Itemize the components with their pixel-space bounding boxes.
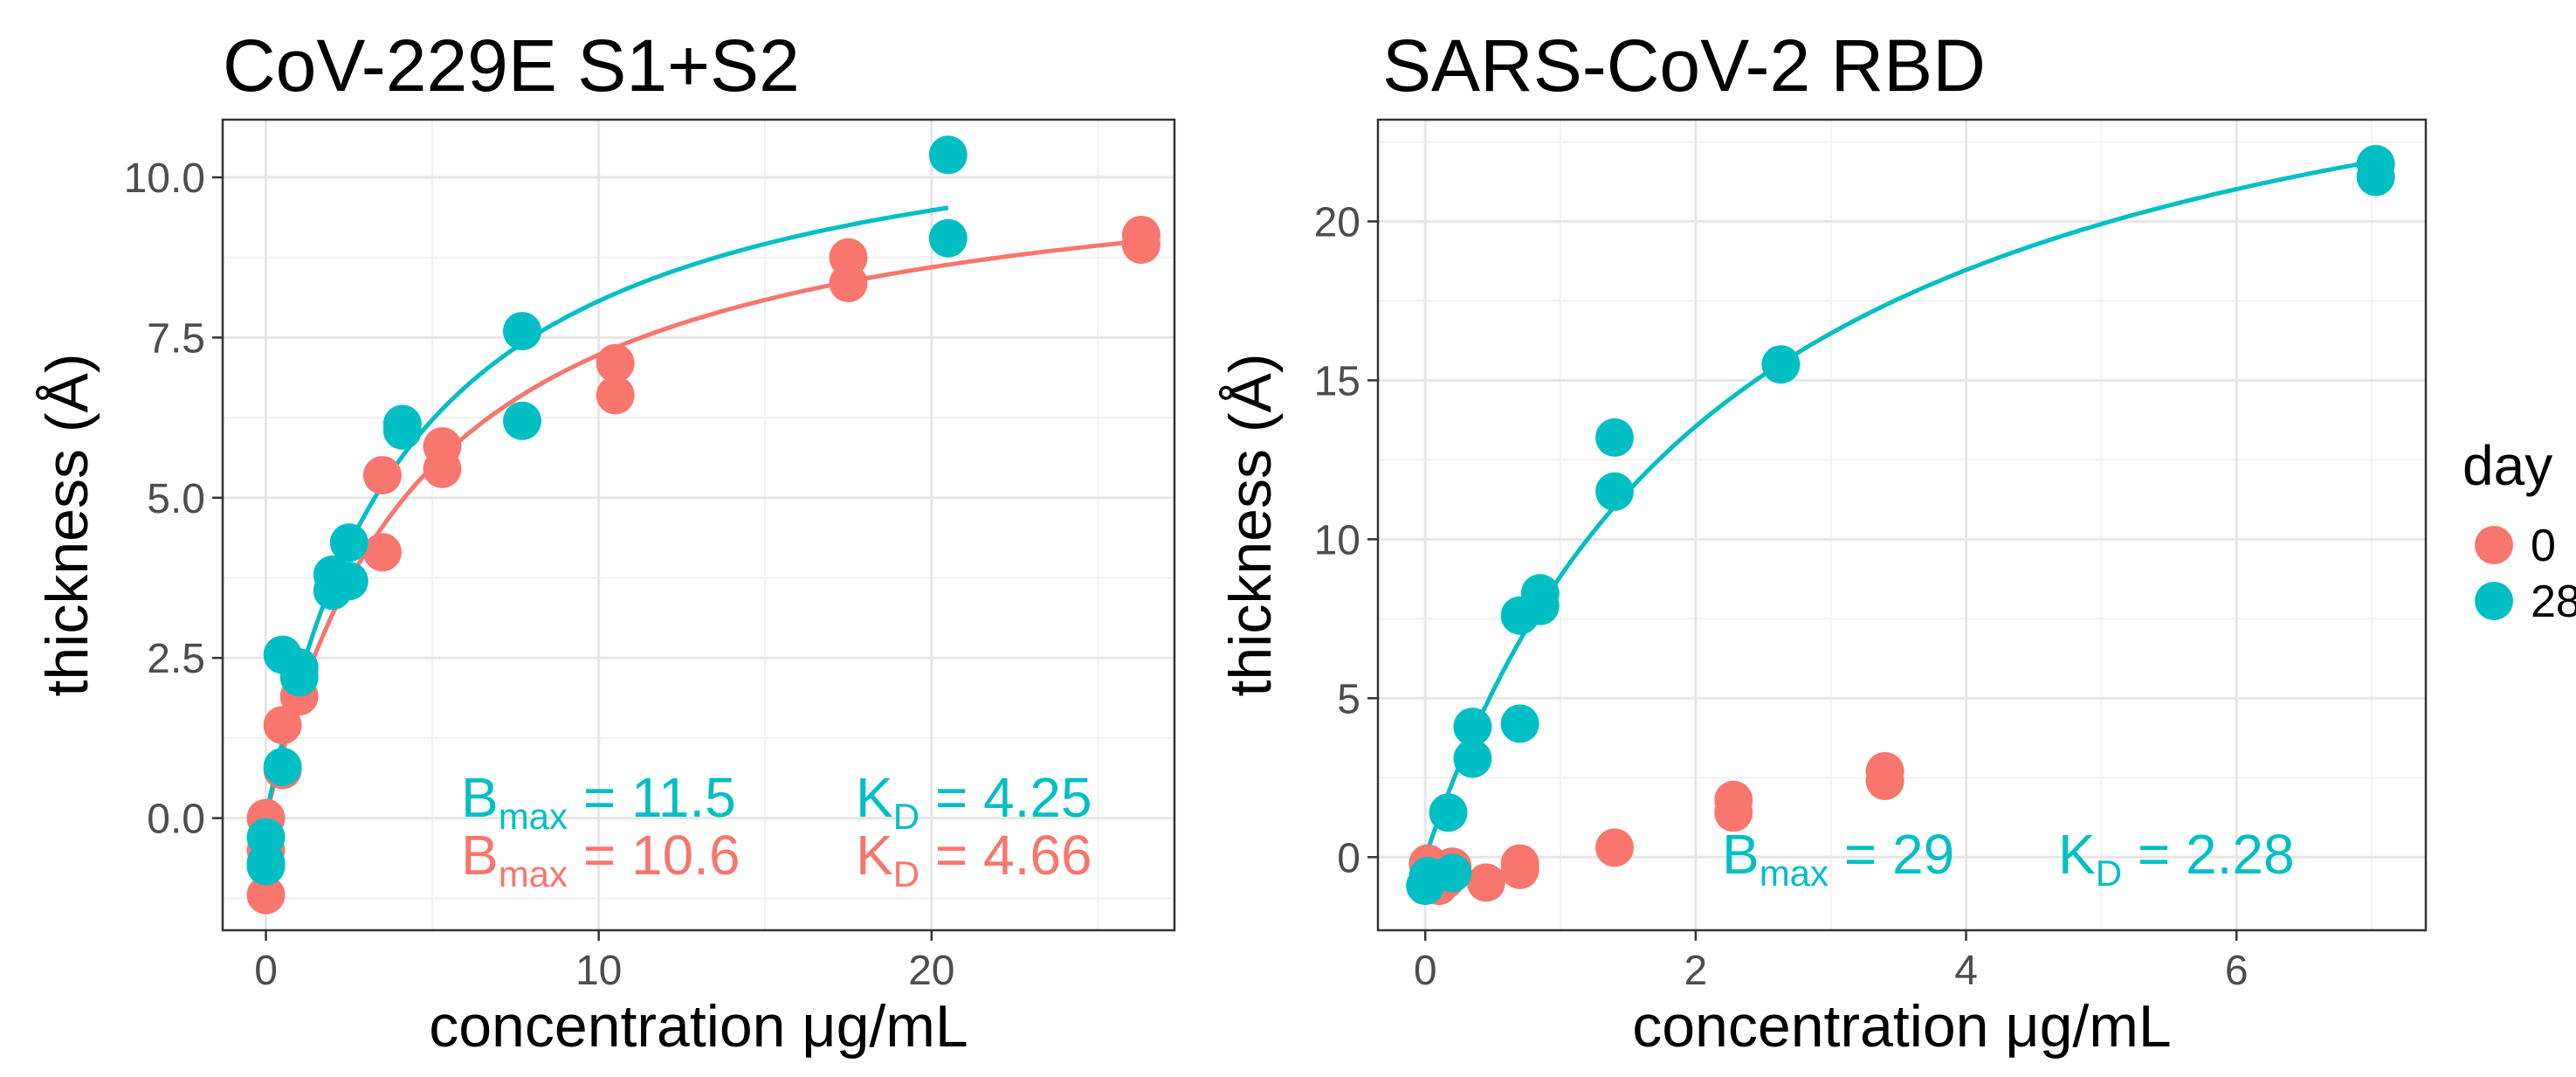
- data-point-day28: [246, 846, 286, 886]
- data-point-day28: [503, 401, 541, 440]
- data-point-day28: [1500, 704, 1539, 743]
- legend-label-day0: 0: [2531, 521, 2556, 571]
- annotation-kd-day0: KD = 4.66: [856, 824, 1092, 894]
- data-point-day28: [928, 218, 968, 258]
- data-point-day28: [928, 135, 968, 175]
- data-point-day28: [1595, 418, 1634, 457]
- y-tick-label: 20: [1314, 199, 1360, 245]
- legend-label-day28: 28: [2531, 576, 2576, 627]
- data-point-day0: [596, 343, 635, 383]
- y-axis-label: thickness (Å): [34, 354, 100, 697]
- y-tick-label: 7.5: [147, 315, 205, 362]
- x-tick-label: 2: [1684, 948, 1708, 994]
- annotation-kd-day28: KD = 4.25: [856, 766, 1092, 837]
- data-point-day28: [503, 312, 541, 351]
- x-tick-label: 4: [1954, 948, 1978, 994]
- plot-background: [1378, 120, 2426, 930]
- legend-marker-day28: [2475, 582, 2513, 620]
- data-point-day0: [362, 533, 402, 572]
- y-tick-label: 5: [1337, 676, 1360, 722]
- data-points: [1406, 144, 2395, 906]
- chart-title: CoV-229E S1+S2: [223, 24, 800, 107]
- data-point-day28: [246, 818, 286, 857]
- data-points: [246, 135, 1161, 915]
- plot-border: [221, 118, 1176, 932]
- y-axis-label: thickness (Å): [1217, 354, 1284, 697]
- y-tick-label: 5.0: [147, 476, 205, 522]
- y-axis-ticks: 0 5 10 15 20: [1314, 199, 1378, 881]
- x-axis-ticks: 0 10 20: [254, 930, 954, 994]
- y-tick-label: 10: [1314, 517, 1360, 563]
- data-point-day0: [423, 449, 462, 488]
- data-point-day0: [596, 376, 635, 415]
- data-point-day0: [246, 875, 286, 915]
- annotation-bmax-day28: Bmax = 11.5: [461, 766, 736, 837]
- data-point-day0: [1121, 225, 1161, 265]
- legend: day 0 28: [2462, 434, 2576, 627]
- y-tick-label: 10.0: [124, 155, 205, 202]
- data-point-day28: [382, 411, 422, 450]
- data-point-day28: [279, 648, 319, 687]
- data-point-day28: [1429, 793, 1468, 832]
- annotation-kd-day28: KD = 2.28: [2058, 823, 2295, 894]
- data-point-day28: [1595, 472, 1634, 511]
- data-point-day28: [329, 562, 368, 601]
- chart-panel-sarscov2-rbd: SARS-CoV-2 RBD 0 2 4 6 0 5 10 15 20 concentrati…: [1217, 24, 2428, 1060]
- x-axis-label: concentration μg/mL: [1632, 993, 2172, 1060]
- data-point-day0: [1466, 863, 1505, 902]
- y-tick-label: 2.5: [147, 636, 205, 682]
- x-tick-label: 20: [908, 948, 954, 994]
- legend-title: day: [2462, 434, 2552, 497]
- annotation-bmax-day28: Bmax = 29: [1722, 823, 1954, 894]
- chart-title: SARS-CoV-2 RBD: [1382, 24, 1986, 107]
- data-point-day28: [1453, 739, 1492, 778]
- plot-border: [1376, 118, 2428, 932]
- grid: [223, 120, 1174, 930]
- data-point-day0: [1714, 793, 1753, 832]
- data-point-day28: [2356, 157, 2395, 197]
- fit-curve-day28: [1422, 158, 2377, 859]
- chart-panel-cov229e: CoV-229E S1+S2 0 10 20 0.0 2.5 5.0 7.5 10.0 co…: [34, 24, 1176, 1060]
- data-point-day28: [329, 523, 368, 563]
- data-point-day28: [1520, 586, 1560, 625]
- x-tick-label: 10: [575, 948, 622, 994]
- y-tick-label: 0.0: [147, 797, 205, 843]
- data-point-day0: [1595, 828, 1634, 867]
- data-point-day28: [1433, 853, 1472, 893]
- data-point-day0: [829, 264, 868, 303]
- x-tick-label: 6: [2225, 948, 2249, 994]
- fit-curves: [1422, 158, 2377, 859]
- data-point-day0: [1865, 762, 1904, 800]
- grid: [1378, 120, 2426, 930]
- data-point-day0: [362, 456, 402, 495]
- data-point-day28: [263, 747, 302, 786]
- annotation-bmax-day0: Bmax = 10.6: [461, 824, 740, 894]
- y-axis-ticks: 0.0 2.5 5.0 7.5 10.0: [124, 155, 223, 843]
- y-tick-label: 15: [1314, 358, 1360, 404]
- data-point-day28: [1761, 345, 1801, 384]
- x-tick-label: 0: [254, 948, 278, 994]
- x-axis-ticks: 0 2 4 6: [1414, 930, 2249, 994]
- data-point-day28: [1453, 708, 1492, 747]
- legend-marker-day0: [2475, 526, 2513, 564]
- x-axis-label: concentration μg/mL: [429, 993, 968, 1060]
- fit-curve-day0: [264, 238, 1142, 819]
- x-tick-label: 0: [1414, 948, 1437, 994]
- data-point-day0: [1500, 850, 1539, 889]
- y-tick-label: 0: [1337, 835, 1360, 881]
- data-point-day0: [263, 706, 302, 745]
